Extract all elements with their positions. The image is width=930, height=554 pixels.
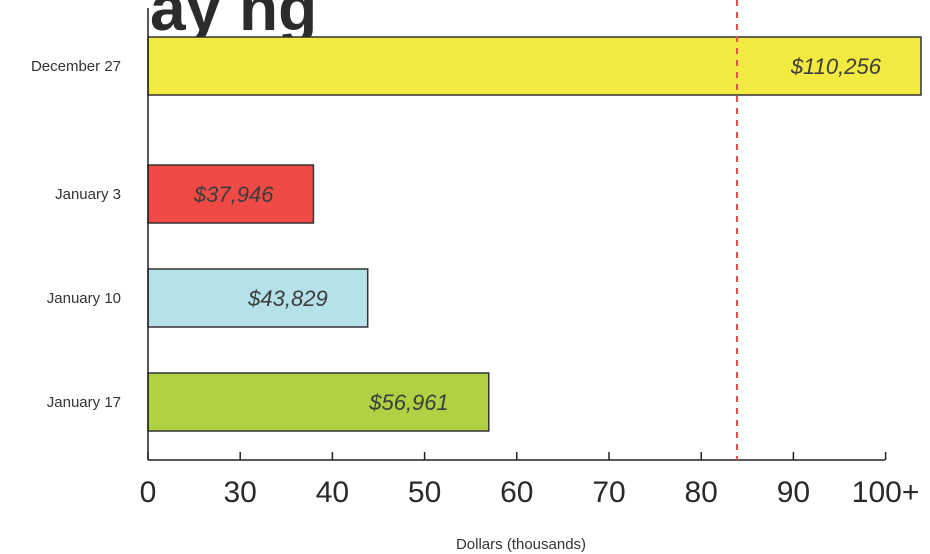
bar-value-label: $43,829 <box>247 286 328 311</box>
bar <box>147 372 490 432</box>
bar <box>147 164 315 224</box>
bar <box>147 268 369 328</box>
x-tick-label: 30 <box>224 476 257 509</box>
x-tick-label: 0 <box>140 476 157 509</box>
x-tick-label: 40 <box>316 476 349 509</box>
x-tick-label: 60 <box>500 476 533 509</box>
bar-value-label: $110,256 <box>790 54 882 79</box>
bar <box>147 36 922 96</box>
x-tick-label: 70 <box>592 476 625 509</box>
bars-layer: $110,256 $37,946 $43,829 $56,961 <box>147 36 922 432</box>
category-label: January 17 <box>47 394 121 411</box>
category-label: January 3 <box>55 186 121 203</box>
x-tick-label: 100+ <box>852 476 920 509</box>
x-ticks-layer: 0 30 40 50 60 70 80 90 100+ <box>140 452 920 509</box>
x-axis-title: Dollars (thousands) <box>456 536 586 553</box>
bar-value-label: $37,946 <box>193 182 274 207</box>
category-label: January 10 <box>47 290 121 307</box>
x-tick-label: 50 <box>408 476 441 509</box>
bar-value-label: $56,961 <box>368 390 449 415</box>
category-label: December 27 <box>31 58 121 75</box>
x-tick-label: 80 <box>685 476 718 509</box>
category-labels-layer: December 27 January 3 January 10 January 17 <box>31 58 121 411</box>
x-tick-label: 90 <box>777 476 810 509</box>
